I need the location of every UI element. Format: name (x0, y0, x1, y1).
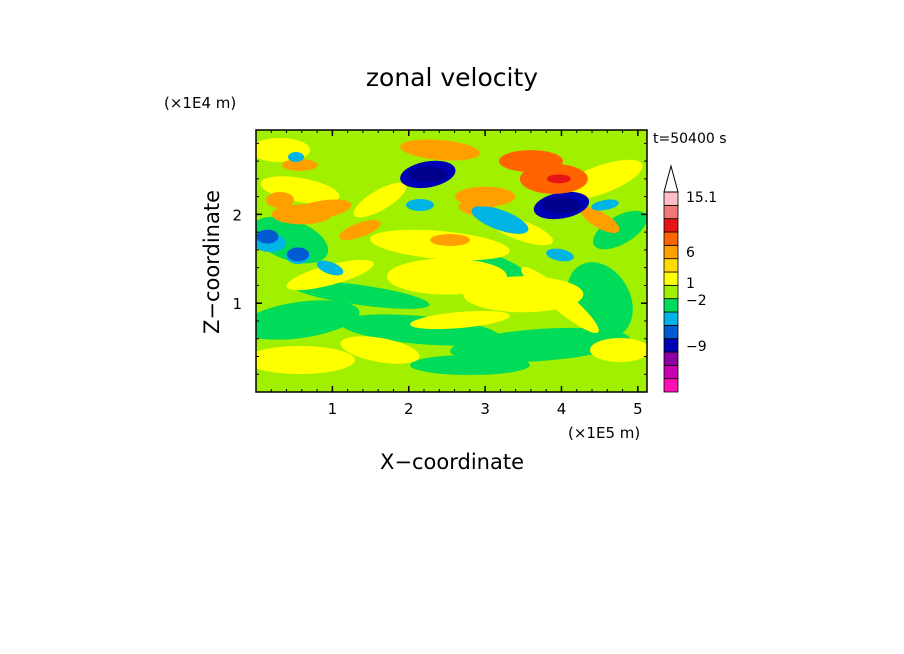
heatmap-blob (406, 199, 434, 211)
x-tick-label: 1 (328, 400, 338, 418)
x-axis-ticks: 1 2 3 4 5 (270, 130, 643, 418)
heatmap-feature (287, 247, 310, 262)
heatmap-feature (256, 229, 279, 244)
heatmap-blob (471, 206, 529, 234)
heatmap-blob (591, 199, 619, 211)
colorbar-label: 1 (686, 276, 695, 292)
colorbar-swatch (663, 231, 679, 246)
colorbar-label: 6 (686, 245, 695, 261)
heatmap-feature (271, 204, 332, 225)
y-scale-label: (×1E4 m) (164, 94, 236, 112)
chart-title: zonal velocity (366, 63, 538, 92)
heatmap-blob (339, 220, 381, 240)
heatmap-blob (580, 207, 620, 233)
heatmap-blob (590, 338, 647, 362)
heatmap-feature-core (541, 197, 582, 214)
heatmap-blob (288, 152, 304, 162)
colorbar-swatch (663, 298, 679, 313)
y-axis-ticks: 12 (232, 142, 647, 375)
colorbar-swatch (663, 364, 679, 380)
heatmap-blob (546, 248, 574, 262)
heatmap-feature-core (546, 174, 571, 184)
heatmap-blob (593, 210, 647, 250)
heatmap-blob (282, 159, 318, 171)
plot-frame (255, 129, 648, 393)
x-tick-label: 5 (633, 400, 643, 418)
heatmap-blob (400, 139, 480, 161)
colorbar-swatch (663, 324, 679, 340)
colorbar-swatch (663, 311, 679, 326)
colorbar-swatch (663, 271, 679, 286)
heatmap-blob (353, 182, 407, 218)
heatmap-blob (316, 260, 344, 276)
heatmap-blob (450, 327, 630, 363)
colorbar-swatch (663, 218, 679, 233)
colorbar-swatch (663, 284, 679, 300)
heatmap-blob (430, 234, 470, 246)
x-tick-label: 3 (480, 400, 490, 418)
colorbar-swatch (663, 338, 679, 353)
heatmap-feature (455, 186, 516, 207)
colorbar-swatch (663, 351, 679, 366)
colorbar-label: 15.1 (686, 190, 717, 206)
colorbar-label: −2 (686, 293, 707, 309)
colorbar-swatch (663, 258, 679, 273)
x-tick-label: 4 (557, 400, 567, 418)
colorbar-swatch (663, 244, 679, 260)
heatmap-blob (256, 346, 355, 374)
heatmap-field (256, 130, 647, 392)
heatmap-blob (256, 300, 360, 340)
heatmap-feature (463, 276, 584, 313)
x-axis-label: X−coordinate (380, 450, 524, 474)
heatmap-blob (340, 336, 420, 364)
colorbar-label: −9 (686, 339, 707, 355)
heatmap-blob (266, 192, 294, 208)
colorbar-swatch (663, 191, 679, 206)
y-axis-label: Z−coordinate (200, 190, 224, 334)
time-label: t=50400 s (653, 131, 727, 147)
heatmap-blob (410, 355, 530, 375)
y-tick-label: 1 (232, 295, 242, 313)
colorbar-swatch (663, 204, 679, 220)
heatmap-blob (286, 259, 374, 291)
heatmap-feature (498, 150, 563, 173)
x-scale-label: (×1E5 m) (568, 424, 640, 442)
heatmap-blob (410, 310, 510, 330)
x-tick-label: 2 (404, 400, 414, 418)
colorbar: 15.1 6 1−2 −9 (663, 164, 717, 393)
heatmap-blob (290, 281, 430, 309)
colorbar-swatch (663, 378, 679, 393)
heatmap-feature-core (408, 166, 448, 183)
heatmap-blob (557, 159, 643, 201)
y-tick-label: 2 (232, 206, 242, 224)
colorbar-extend-triangle (663, 164, 679, 193)
